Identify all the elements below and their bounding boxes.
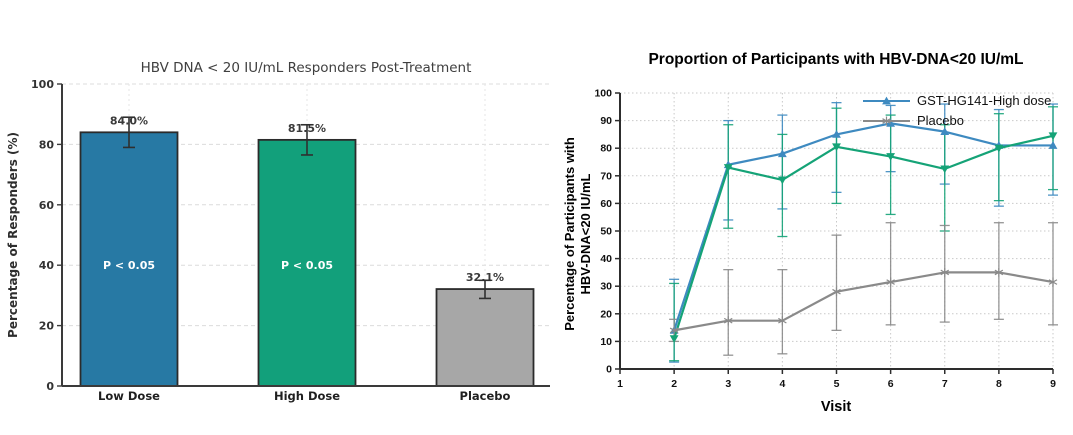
marker-triangle-down-icon xyxy=(994,144,1004,153)
marker-star-icon xyxy=(832,288,841,295)
marker-triangle-down-icon xyxy=(940,165,950,174)
y-tick-label: 0 xyxy=(46,380,54,393)
marker-star-icon xyxy=(723,317,733,324)
line-chart-y-axis-label-line1: Percentage of Participants with xyxy=(562,137,577,331)
y-tick-label: 70 xyxy=(600,170,612,182)
y-tick-label: 20 xyxy=(600,308,612,320)
y-tick-label: 50 xyxy=(600,226,612,238)
marker-triangle-down-icon xyxy=(1048,132,1058,141)
x-tick-label: 1 xyxy=(617,378,623,390)
y-tick-label: 0 xyxy=(606,364,612,376)
marker-triangle-down-icon xyxy=(723,164,733,172)
series-line-placebo xyxy=(673,271,1054,332)
y-tick-label: 80 xyxy=(39,138,55,151)
bar-chart-y-axis-label: Percentage of Responders (%) xyxy=(6,132,20,338)
y-tick-label: 60 xyxy=(39,199,55,212)
significance-annotation: P < 0.05 xyxy=(103,259,155,272)
marker-triangle-up-icon xyxy=(940,127,950,136)
legend-label: GST-HG141-High dose xyxy=(917,93,1051,108)
marker-star-icon xyxy=(669,327,679,334)
x-tick-label: 6 xyxy=(888,378,894,390)
marker-star-icon xyxy=(1048,279,1058,285)
x-tick-label: 3 xyxy=(725,378,731,390)
series-line-series xyxy=(673,134,1054,339)
line-chart: Proportion of Participants with HBV-DNA<… xyxy=(562,51,1058,415)
line-chart-y-axis-label-line2: HBV-DNA<20 IU/mL xyxy=(578,173,593,294)
bar-chart-title: HBV DNA < 20 IU/mL Responders Post-Treat… xyxy=(141,60,472,76)
y-tick-label: 10 xyxy=(600,336,612,348)
marker-star-icon xyxy=(778,317,787,324)
bar-value-label: 32.1% xyxy=(466,271,504,284)
marker-triangle-down-icon xyxy=(886,153,896,161)
line-plot-area: 0 10 20 30 40 50 60 70 80 90 100 1 2 3 4 5 6 7 8 9 GST-HG141… xyxy=(594,88,1058,390)
marker-star-icon xyxy=(886,279,895,285)
x-tick-label: 4 xyxy=(779,378,785,390)
y-tick-label: 20 xyxy=(39,320,55,333)
x-tick-label: 2 xyxy=(671,378,677,390)
x-tick-label: High Dose xyxy=(274,389,340,403)
y-tick-label: 60 xyxy=(600,198,612,210)
y-tick-label: 80 xyxy=(600,143,612,155)
y-tick-label: 30 xyxy=(600,281,612,293)
marker-star-icon xyxy=(882,118,891,124)
bar-placebo xyxy=(435,288,535,387)
y-tick-label: 40 xyxy=(600,253,612,265)
participants-line-chart-panel: Proportion of Participants with HBV-DNA<… xyxy=(560,0,1073,435)
x-tick-label: Placebo xyxy=(460,389,511,403)
y-tick-label: 40 xyxy=(39,259,55,272)
marker-triangle-up-icon xyxy=(882,96,891,105)
marker-triangle-down-icon xyxy=(832,143,841,152)
marker-triangle-up-icon xyxy=(777,149,787,158)
series-line-gst-hg141-high-dose xyxy=(673,122,1053,331)
bar-low-dose xyxy=(79,131,179,387)
y-tick-label: 90 xyxy=(600,115,612,127)
marker-triangle-up-icon xyxy=(832,130,841,138)
marker-triangle-down-icon xyxy=(777,176,787,185)
x-tick-label: 8 xyxy=(996,378,1002,390)
marker-triangle-down-icon xyxy=(669,335,679,344)
x-tick-label: 7 xyxy=(942,378,948,390)
legend-label: Placebo xyxy=(917,113,964,128)
line-chart-title: Proportion of Participants with HBV-DNA<… xyxy=(648,51,1023,68)
marker-triangle-up-icon xyxy=(1048,141,1058,149)
x-tick-label: Low Dose xyxy=(98,389,160,403)
x-tick-label: 5 xyxy=(834,378,840,390)
y-tick-label: 100 xyxy=(594,88,612,100)
bar-chart: HBV DNA < 20 IU/mL Responders Post-Treat… xyxy=(6,60,550,403)
marker-star-icon xyxy=(994,269,1004,276)
significance-annotation: P < 0.05 xyxy=(281,259,333,272)
line-chart-x-axis-label: Visit xyxy=(821,399,852,415)
responders-bar-chart-panel: HBV DNA < 20 IU/mL Responders Post-Treat… xyxy=(6,60,550,403)
x-tick-label: 9 xyxy=(1050,378,1056,390)
y-tick-label: 100 xyxy=(31,78,54,91)
marker-star-icon xyxy=(940,269,950,276)
